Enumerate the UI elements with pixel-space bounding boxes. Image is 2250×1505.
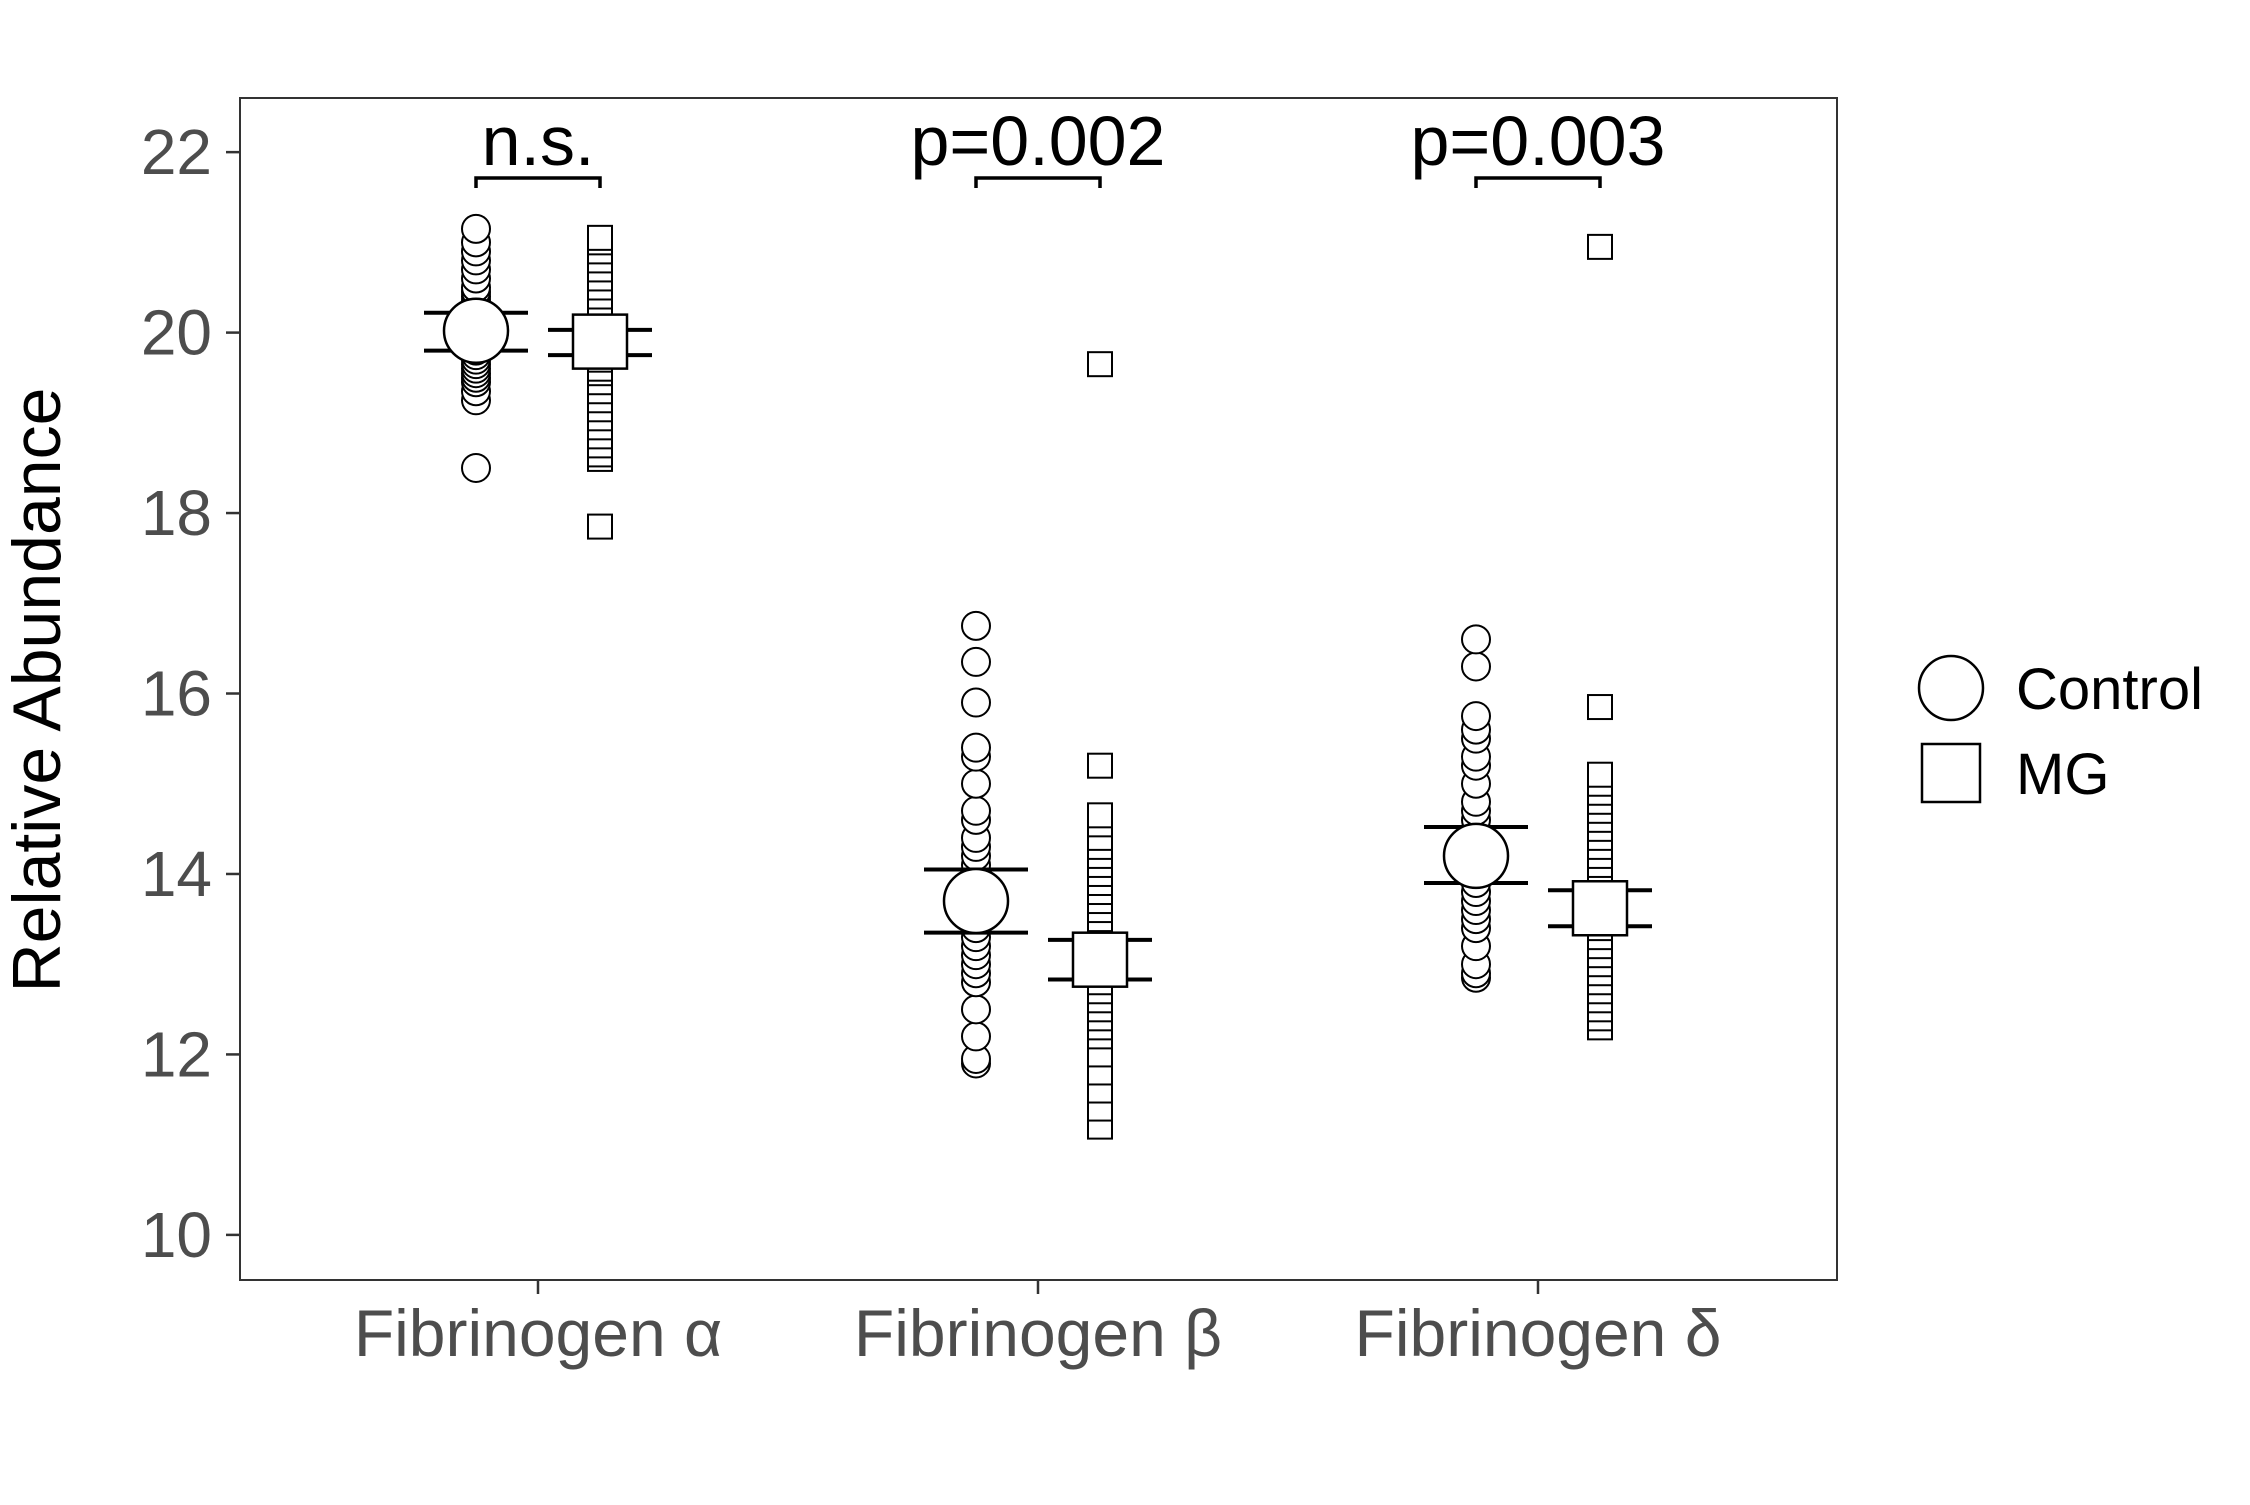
- x-category-label: Fibrinogen δ: [1355, 1296, 1722, 1370]
- control-point: [461, 213, 491, 244]
- legend: Control MG: [1917, 654, 2203, 807]
- control-point: [961, 768, 991, 799]
- mg-point: [1087, 351, 1113, 378]
- control-point: [1461, 701, 1491, 732]
- control-point: [961, 732, 991, 763]
- y-tick-label: 16: [141, 658, 212, 730]
- y-axis: 10 12 14 16 18 20 22: [141, 116, 240, 1271]
- significance-annotations: n.s. p=0.002 p=0.003: [474, 102, 1666, 188]
- control-mean-marker: [942, 867, 1010, 935]
- legend-mg-label: MG: [2016, 742, 2109, 807]
- y-tick-label: 18: [141, 477, 212, 549]
- significance-bracket: [1474, 176, 1602, 188]
- y-axis-title: Relative Abundance: [0, 388, 75, 993]
- control-point: [961, 687, 991, 718]
- legend-mg-key: [1920, 742, 1982, 804]
- x-category-label: Fibrinogen α: [354, 1296, 722, 1370]
- legend-control-label: Control: [2016, 657, 2203, 722]
- y-tick-label: 22: [141, 116, 212, 188]
- control-point: [1461, 624, 1491, 655]
- control-point: [961, 610, 991, 641]
- y-tick-label: 14: [141, 838, 212, 910]
- mg-point: [1587, 233, 1613, 260]
- control-mean-marker: [442, 297, 510, 365]
- mg-mean-marker: [571, 313, 629, 370]
- mg-point: [1087, 752, 1113, 779]
- significance-bracket: [474, 176, 602, 188]
- control-point: [461, 452, 491, 483]
- mg-point: [587, 513, 613, 540]
- control-point: [961, 994, 991, 1025]
- mg-point: [1587, 761, 1613, 788]
- control-mean-marker: [1442, 822, 1510, 890]
- mg-point: [587, 224, 613, 251]
- control-point: [961, 646, 991, 677]
- y-tick-label: 20: [141, 297, 212, 369]
- significance-bracket: [974, 176, 1102, 188]
- control-point: [1461, 651, 1491, 682]
- y-tick-label: 12: [141, 1018, 212, 1090]
- x-axis: Fibrinogen α Fibrinogen β Fibrinogen δ: [354, 1280, 1722, 1370]
- significance-label: p=0.002: [911, 102, 1166, 180]
- x-category-label: Fibrinogen β: [854, 1296, 1222, 1370]
- mg-point: [1587, 694, 1613, 721]
- control-point: [961, 1021, 991, 1052]
- control-point: [961, 795, 991, 826]
- mg-mean-marker: [1071, 931, 1129, 988]
- y-tick-label: 10: [141, 1199, 212, 1271]
- mg-mean-marker: [1571, 880, 1629, 937]
- mg-point: [1087, 802, 1113, 829]
- significance-label: n.s.: [482, 102, 595, 180]
- legend-control-key: [1917, 654, 1985, 722]
- marks-layer: [424, 213, 1652, 1140]
- significance-label: p=0.003: [1411, 102, 1666, 180]
